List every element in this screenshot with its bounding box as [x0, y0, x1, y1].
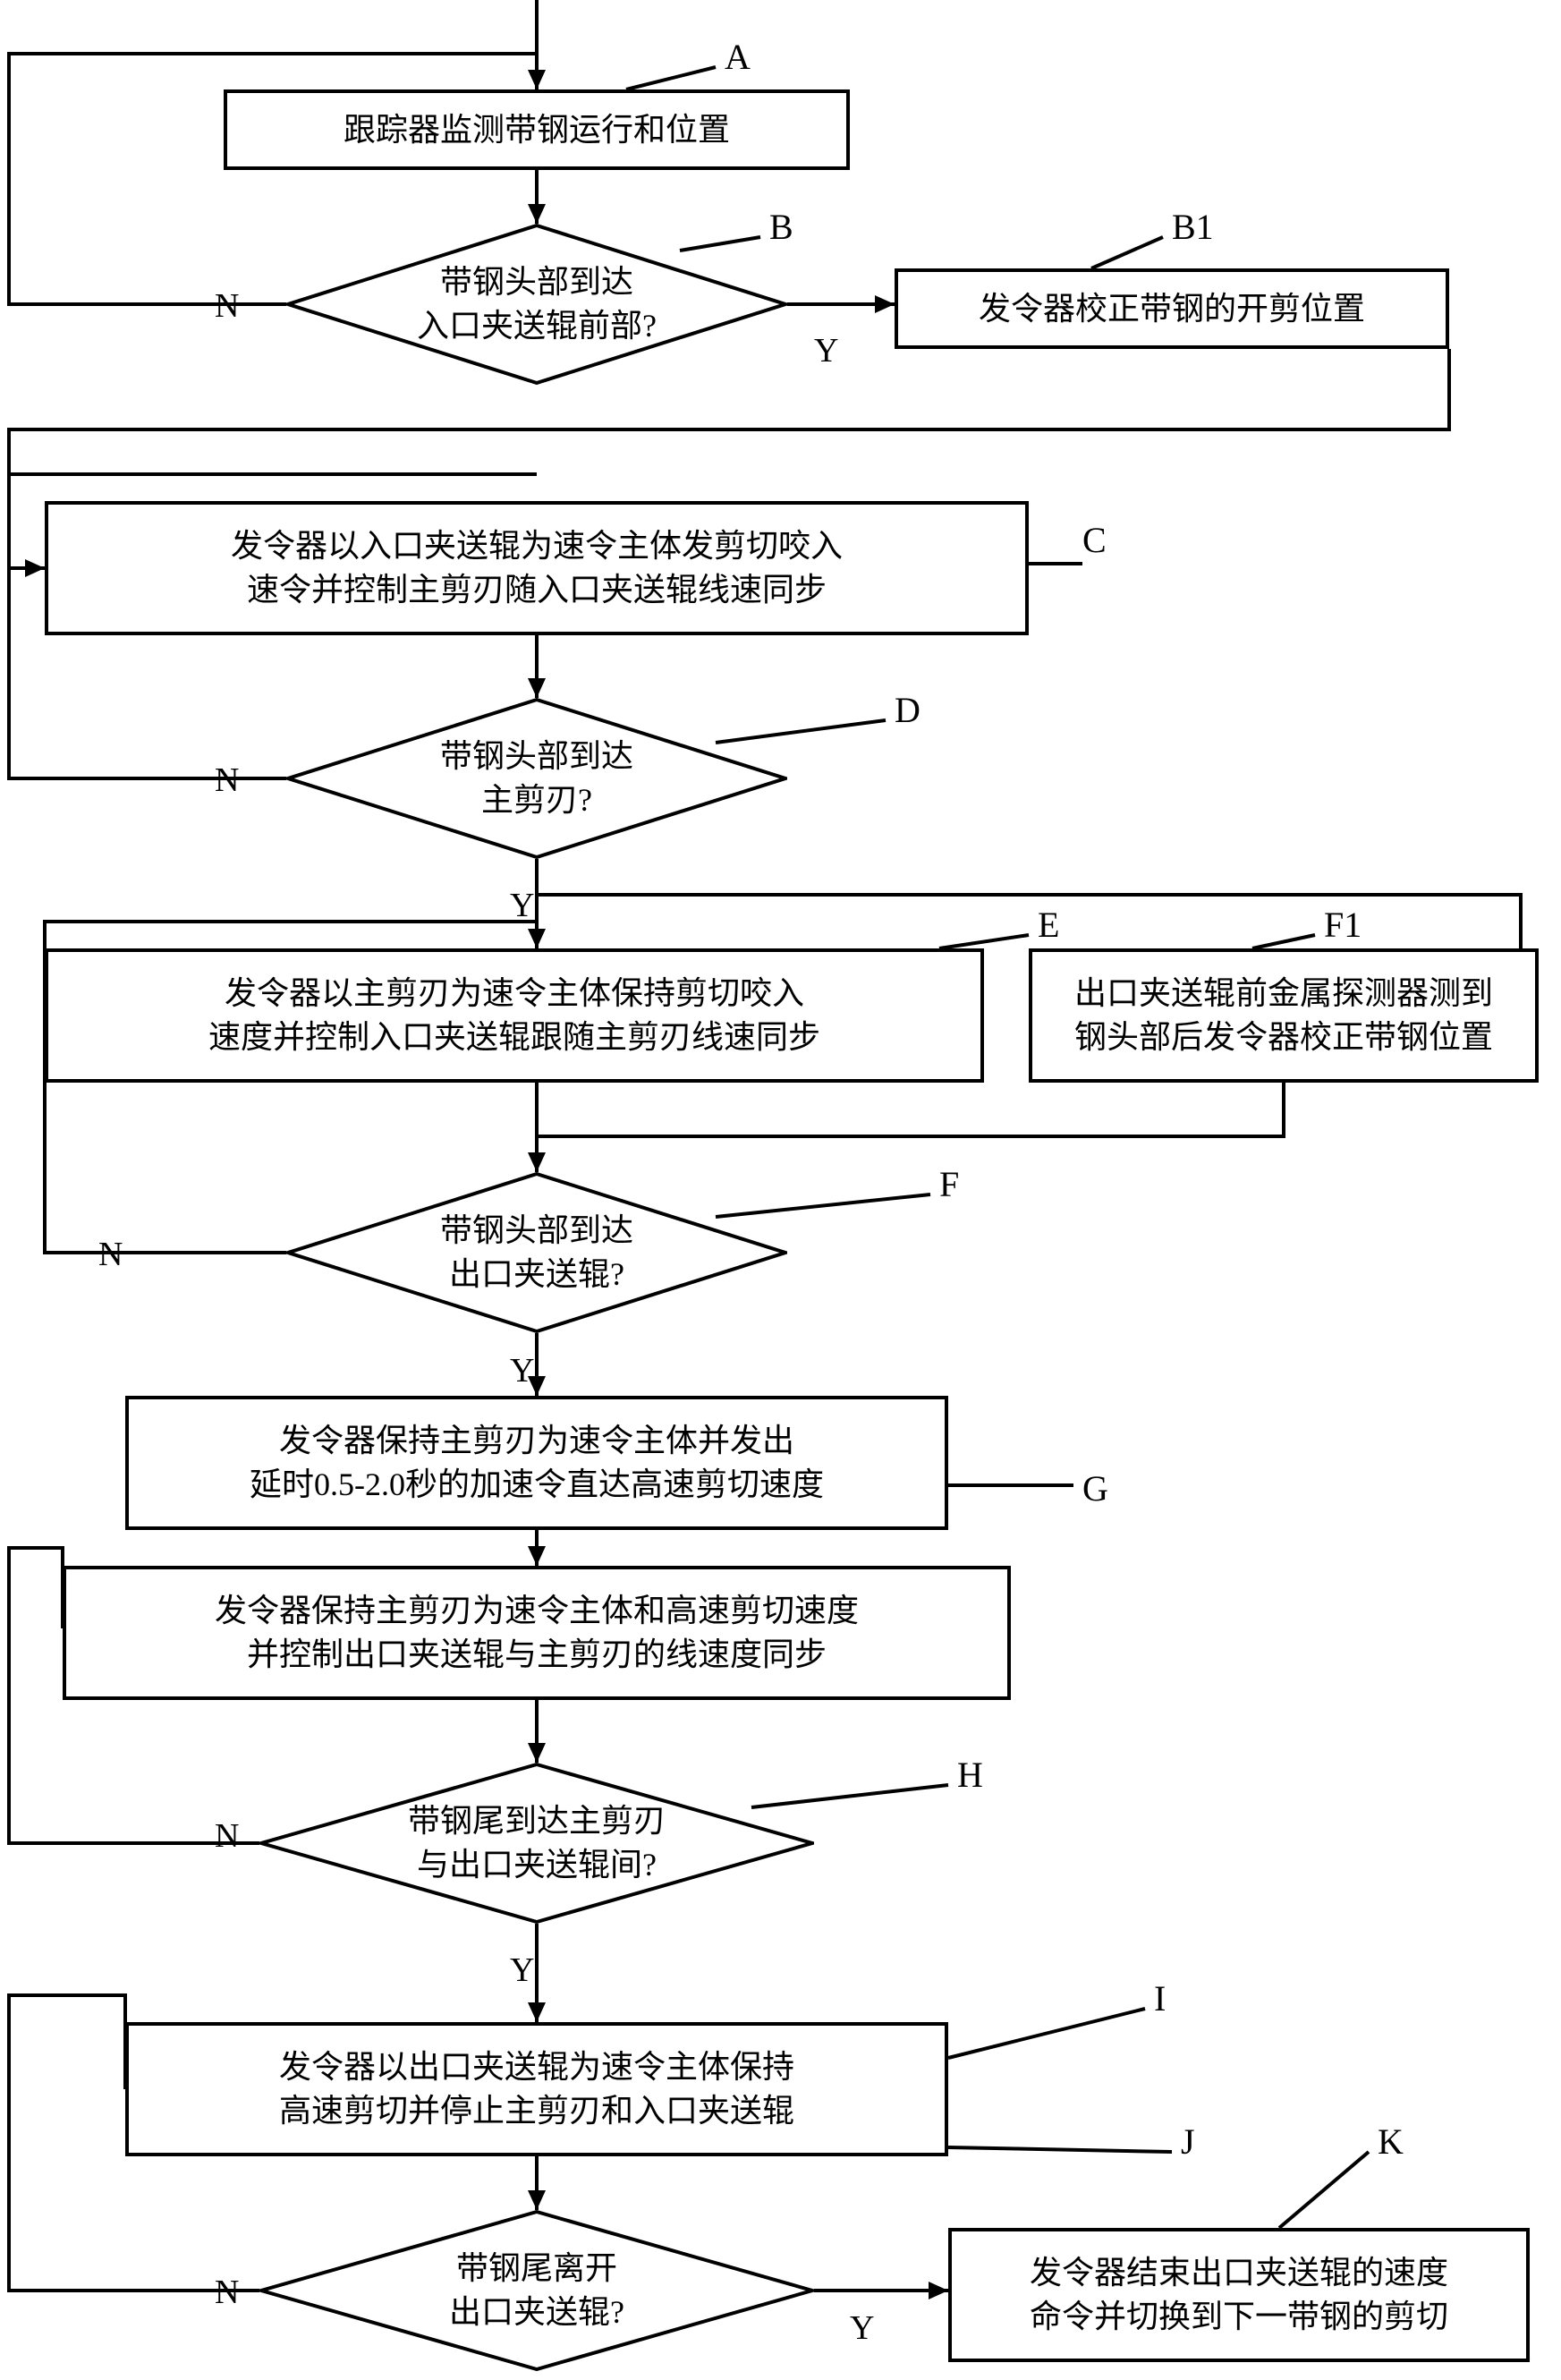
yes-label-1: Y: [814, 331, 838, 370]
decision-J: 带钢尾离开 出口夹送辊?: [259, 2210, 814, 2371]
marker-J: J: [1181, 2121, 1195, 2163]
process-E: 发令器以主剪刃为速令主体保持剪切咬入 速度并控制入口夹送辊跟随主剪刃线速同步: [45, 948, 984, 1083]
yes-label-9: Y: [850, 2308, 874, 2348]
decision-B: 带钢头部到达 入口夹送辊前部?: [286, 224, 787, 385]
process-I: 发令器以出口夹送辊为速令主体保持 高速剪切并停止主剪刃和入口夹送辊: [125, 2022, 948, 2156]
marker-F: F: [939, 1163, 959, 1205]
process-label-G2: 发令器保持主剪刃为速令主体和高速剪切速度 并控制出口夹送辊与主剪刃的线速度同步: [215, 1589, 859, 1676]
process-label-F1: 出口夹送辊前金属探测器测到 钢头部后发令器校正带钢位置: [1074, 972, 1493, 1058]
process-label-B1: 发令器校正带钢的开剪位置: [979, 287, 1365, 331]
process-C: 发令器以入口夹送辊为速令主体发剪切咬入 速令并控制主剪刃随入口夹送辊线速同步: [45, 501, 1029, 635]
no-label-4: N: [98, 1235, 123, 1274]
decision-label-D: 带钢头部到达 主剪刃?: [440, 735, 633, 821]
process-label-K: 发令器结束出口夹送辊的速度 命令并切换到下一带钢的剪切: [1030, 2251, 1448, 2338]
yes-label-7: Y: [510, 1951, 534, 1990]
process-label-A: 跟踪器监测带钢运行和位置: [344, 108, 730, 152]
process-K: 发令器结束出口夹送辊的速度 命令并切换到下一带钢的剪切: [948, 2228, 1530, 2362]
marker-E: E: [1038, 904, 1059, 946]
yes-label-5: Y: [510, 1351, 534, 1390]
process-label-C: 发令器以入口夹送辊为速令主体发剪切咬入 速令并控制主剪刃随入口夹送辊线速同步: [231, 524, 843, 611]
marker-F1: F1: [1324, 904, 1362, 946]
decision-label-J: 带钢尾离开 出口夹送辊?: [449, 2247, 624, 2333]
decision-F: 带钢头部到达 出口夹送辊?: [286, 1172, 787, 1333]
marker-H: H: [957, 1754, 983, 1796]
no-label-0: N: [215, 286, 239, 326]
marker-B1: B1: [1172, 206, 1214, 248]
process-G2: 发令器保持主剪刃为速令主体和高速剪切速度 并控制出口夹送辊与主剪刃的线速度同步: [63, 1566, 1011, 1700]
marker-I: I: [1154, 1977, 1166, 2019]
marker-C: C: [1082, 519, 1107, 561]
process-B1: 发令器校正带钢的开剪位置: [895, 268, 1449, 349]
marker-D: D: [895, 689, 920, 731]
marker-A: A: [725, 36, 751, 78]
no-label-6: N: [215, 1816, 239, 1856]
yes-label-3: Y: [510, 886, 534, 925]
process-G1: 发令器保持主剪刃为速令主体并发出 延时0.5-2.0秒的加速令直达高速剪切速度: [125, 1396, 948, 1530]
process-label-E: 发令器以主剪刃为速令主体保持剪切咬入 速度并控制入口夹送辊跟随主剪刃线速同步: [208, 972, 820, 1058]
process-F1: 出口夹送辊前金属探测器测到 钢头部后发令器校正带钢位置: [1029, 948, 1539, 1083]
marker-B: B: [769, 206, 793, 248]
no-label-8: N: [215, 2273, 239, 2312]
decision-label-H: 带钢尾到达主剪刃 与出口夹送辊间?: [408, 1799, 666, 1886]
decision-D: 带钢头部到达 主剪刃?: [286, 698, 787, 859]
decision-label-F: 带钢头部到达 出口夹送辊?: [440, 1209, 633, 1296]
marker-G: G: [1082, 1467, 1108, 1509]
process-label-I: 发令器以出口夹送辊为速令主体保持 高速剪切并停止主剪刃和入口夹送辊: [279, 2045, 794, 2132]
process-A: 跟踪器监测带钢运行和位置: [224, 89, 850, 170]
marker-K: K: [1378, 2121, 1404, 2163]
decision-H: 带钢尾到达主剪刃 与出口夹送辊间?: [259, 1763, 814, 1924]
process-label-G1: 发令器保持主剪刃为速令主体并发出 延时0.5-2.0秒的加速令直达高速剪切速度: [250, 1419, 824, 1506]
decision-label-B: 带钢头部到达 入口夹送辊前部?: [417, 260, 657, 347]
no-label-2: N: [215, 761, 239, 800]
